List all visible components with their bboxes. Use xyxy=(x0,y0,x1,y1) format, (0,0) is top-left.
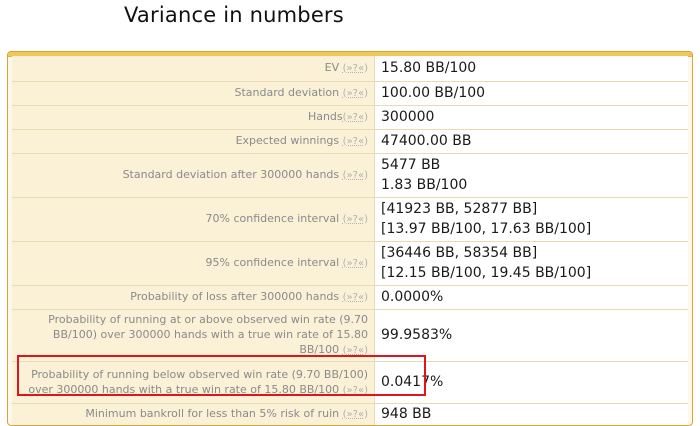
label-text: 95% confidence interval xyxy=(205,256,343,269)
value-line: 0.0000% xyxy=(381,289,444,305)
variance-stats-panel: EV (»?«) 15.80 BB/100 Standard deviation… xyxy=(7,51,693,426)
help-link[interactable]: (»?«) xyxy=(342,170,368,181)
page-title: Variance in numbers xyxy=(124,3,344,27)
value-line: 5477 BB xyxy=(381,157,441,173)
value-std-dev: 100.00 BB/100 xyxy=(374,81,688,106)
label-text: EV xyxy=(324,61,343,75)
value-line: 15.80 BB/100 xyxy=(381,60,477,77)
value-line: [12.15 BB/100, 19.45 BB/100] xyxy=(381,265,592,281)
help-link[interactable]: (»?«) xyxy=(342,384,368,396)
value-line: 100.00 BB/100 xyxy=(381,85,486,101)
table-row-probability-below: Probability of running below observed wi… xyxy=(12,361,688,404)
label-probability-above: Probability of running at or above obser… xyxy=(12,309,375,362)
label-probability-loss: Probability of loss after 300000 hands (… xyxy=(12,285,375,310)
label-text: Standard deviation after 300000 hands xyxy=(122,168,343,181)
value-probability-above: 99.9583% xyxy=(374,309,688,362)
value-probability-loss: 0.0000% xyxy=(374,285,688,310)
table-row-ev: EV (»?«) 15.80 BB/100 xyxy=(12,56,688,82)
help-link[interactable]: (»?«) xyxy=(342,214,368,225)
value-line: 300000 xyxy=(381,109,435,125)
label-ev: EV (»?«) xyxy=(12,56,375,82)
table-row-ci-95: 95% confidence interval (»?«) [36446 BB,… xyxy=(12,241,688,286)
value-line: 948 BB xyxy=(381,406,432,423)
label-ci-95: 95% confidence interval (»?«) xyxy=(12,241,375,286)
label-text: Minimum bankroll for less than 5% risk o… xyxy=(85,407,343,421)
help-link[interactable]: (»?«) xyxy=(342,292,368,303)
value-line: 99.9583% xyxy=(381,327,453,343)
label-text: Hands xyxy=(307,110,343,123)
label-probability-below: Probability of running below observed wi… xyxy=(12,361,375,404)
table-row-ci-70: 70% confidence interval (»?«) [41923 BB,… xyxy=(12,197,688,242)
label-std-dev: Standard deviation (»?«) xyxy=(12,81,375,106)
value-ev: 15.80 BB/100 xyxy=(374,56,688,82)
label-text: Probability of running at or above obser… xyxy=(48,313,368,356)
table-row-std-dev-after-hands: Standard deviation after 300000 hands (»… xyxy=(12,153,688,198)
label-text: 70% confidence interval xyxy=(205,212,343,225)
help-link[interactable]: (»?«) xyxy=(342,63,368,75)
table-row-probability-above: Probability of running at or above obser… xyxy=(12,309,688,362)
value-line: [13.97 BB/100, 17.63 BB/100] xyxy=(381,221,592,237)
label-std-dev-after-hands: Standard deviation after 300000 hands (»… xyxy=(12,153,375,198)
value-probability-below: 0.0417% xyxy=(374,361,688,404)
value-line: 1.83 BB/100 xyxy=(381,177,468,193)
value-line: [36446 BB, 58354 BB] xyxy=(381,245,538,261)
help-link[interactable]: (»?«) xyxy=(342,258,368,269)
value-line: [41923 BB, 52877 BB] xyxy=(381,201,538,217)
label-min-bankroll: Minimum bankroll for less than 5% risk o… xyxy=(12,403,375,425)
table-row-min-bankroll: Minimum bankroll for less than 5% risk o… xyxy=(12,403,688,425)
table-row-std-dev: Standard deviation (»?«) 100.00 BB/100 xyxy=(12,81,688,106)
value-ci-95: [36446 BB, 58354 BB] [12.15 BB/100, 19.45… xyxy=(374,241,688,286)
value-expected-winnings: 47400.00 BB xyxy=(374,129,688,154)
help-link[interactable]: (»?«) xyxy=(342,345,368,356)
label-text: Expected winnings xyxy=(235,134,343,147)
label-text: Probability of loss after 300000 hands xyxy=(130,290,343,303)
value-min-bankroll: 948 BB xyxy=(374,403,688,425)
table-row-hands: Hands(»?«) 300000 xyxy=(12,105,688,130)
help-link[interactable]: (»?«) xyxy=(342,112,368,123)
value-line: 0.0417% xyxy=(381,374,444,390)
label-expected-winnings: Expected winnings (»?«) xyxy=(12,129,375,154)
variance-table: EV (»?«) 15.80 BB/100 Standard deviation… xyxy=(12,56,688,425)
help-link[interactable]: (»?«) xyxy=(342,88,368,99)
label-hands: Hands(»?«) xyxy=(12,105,375,130)
value-hands: 300000 xyxy=(374,105,688,130)
value-line: 47400.00 BB xyxy=(381,133,472,149)
label-text: Standard deviation xyxy=(234,86,343,99)
label-text: Probability of running below observed wi… xyxy=(28,367,368,396)
table-row-probability-loss: Probability of loss after 300000 hands (… xyxy=(12,285,688,310)
table-row-expected-winnings: Expected winnings (»?«) 47400.00 BB xyxy=(12,129,688,154)
help-link[interactable]: (»?«) xyxy=(342,136,368,147)
value-std-dev-after-hands: 5477 BB 1.83 BB/100 xyxy=(374,153,688,198)
value-ci-70: [41923 BB, 52877 BB] [13.97 BB/100, 17.63… xyxy=(374,197,688,242)
help-link[interactable]: (»?«) xyxy=(342,409,368,421)
label-ci-70: 70% confidence interval (»?«) xyxy=(12,197,375,242)
